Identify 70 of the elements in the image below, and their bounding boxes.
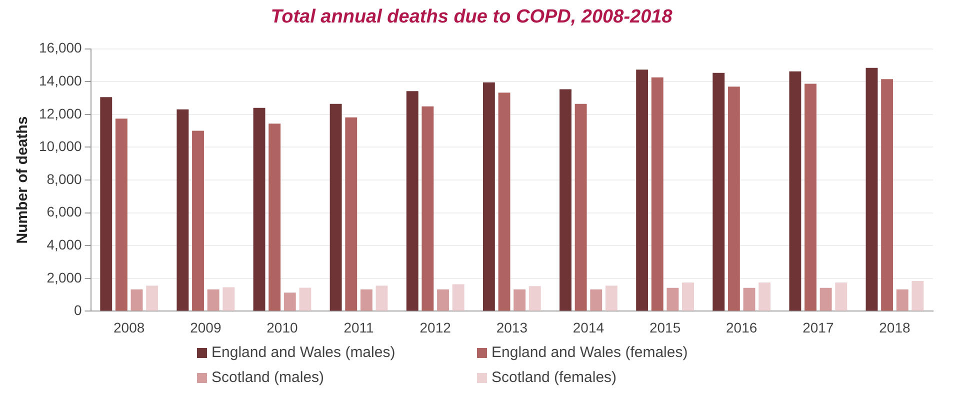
y-tick-label: 2,000 — [46, 269, 82, 286]
x-tick-label: 2013 — [496, 319, 528, 336]
bar — [422, 106, 434, 311]
x-tick-label: 2018 — [879, 319, 910, 336]
bar — [528, 286, 541, 311]
bar — [176, 109, 189, 311]
bar — [728, 86, 740, 311]
bar — [789, 71, 802, 311]
bar — [452, 284, 464, 311]
bar — [743, 288, 756, 311]
bar — [666, 288, 679, 311]
x-tick-label: 2014 — [572, 319, 604, 336]
bar — [299, 288, 312, 311]
bar — [758, 282, 771, 311]
bar — [406, 91, 418, 311]
bar — [437, 289, 449, 311]
bar — [514, 289, 526, 311]
bar — [268, 124, 281, 311]
y-tick-label: 4,000 — [46, 236, 82, 252]
bar — [804, 84, 816, 311]
bar — [100, 97, 112, 311]
legend-label: Scotland (females) — [492, 369, 617, 386]
bar — [636, 70, 648, 311]
bar — [482, 82, 495, 311]
bar — [560, 89, 572, 311]
bar — [222, 287, 235, 311]
bar — [207, 289, 220, 311]
y-tick-label: 14,000 — [38, 72, 82, 88]
bar — [360, 289, 372, 311]
x-tick-label: 2010 — [266, 319, 298, 336]
y-tick-label: 10,000 — [38, 138, 82, 154]
bar — [651, 77, 664, 311]
bar — [712, 72, 725, 311]
chart-title: Total annual deaths due to COPD, 2008-2018 — [270, 6, 673, 28]
bar — [146, 286, 158, 311]
x-tick-label: 2008 — [114, 319, 145, 336]
bar — [590, 289, 602, 311]
bar — [253, 108, 266, 311]
bar — [330, 104, 342, 311]
legend-label: England and Wales (females) — [492, 344, 688, 361]
bar — [498, 92, 510, 311]
x-tick-label: 2017 — [802, 319, 834, 336]
bar — [115, 118, 128, 311]
x-tick-label: 2016 — [726, 319, 758, 336]
bar — [130, 289, 143, 311]
bar — [682, 282, 694, 311]
bar — [835, 282, 848, 311]
legend-label: Scotland (males) — [212, 369, 324, 386]
bar — [192, 130, 204, 311]
y-axis-title: Number of deaths — [14, 116, 32, 244]
bar — [820, 288, 832, 311]
y-tick-label: 0 — [74, 302, 82, 318]
y-tick-label: 12,000 — [38, 105, 82, 122]
bar — [605, 286, 618, 311]
bar — [866, 68, 878, 311]
legend-label: England and Wales (males) — [212, 344, 396, 361]
x-tick-label: 2015 — [649, 319, 681, 336]
bar — [284, 292, 296, 311]
x-tick-label: 2011 — [344, 319, 374, 336]
x-tick-label: 2012 — [420, 319, 452, 336]
bar — [881, 79, 894, 311]
y-tick-label: 8,000 — [46, 170, 82, 187]
x-tick-label: 2009 — [190, 319, 222, 336]
y-tick-label: 6,000 — [46, 204, 82, 220]
bar — [912, 281, 924, 311]
y-tick-label: 16,000 — [38, 40, 82, 56]
bar — [574, 104, 587, 311]
bar — [345, 117, 358, 311]
bar — [896, 289, 908, 311]
bar — [376, 286, 388, 311]
